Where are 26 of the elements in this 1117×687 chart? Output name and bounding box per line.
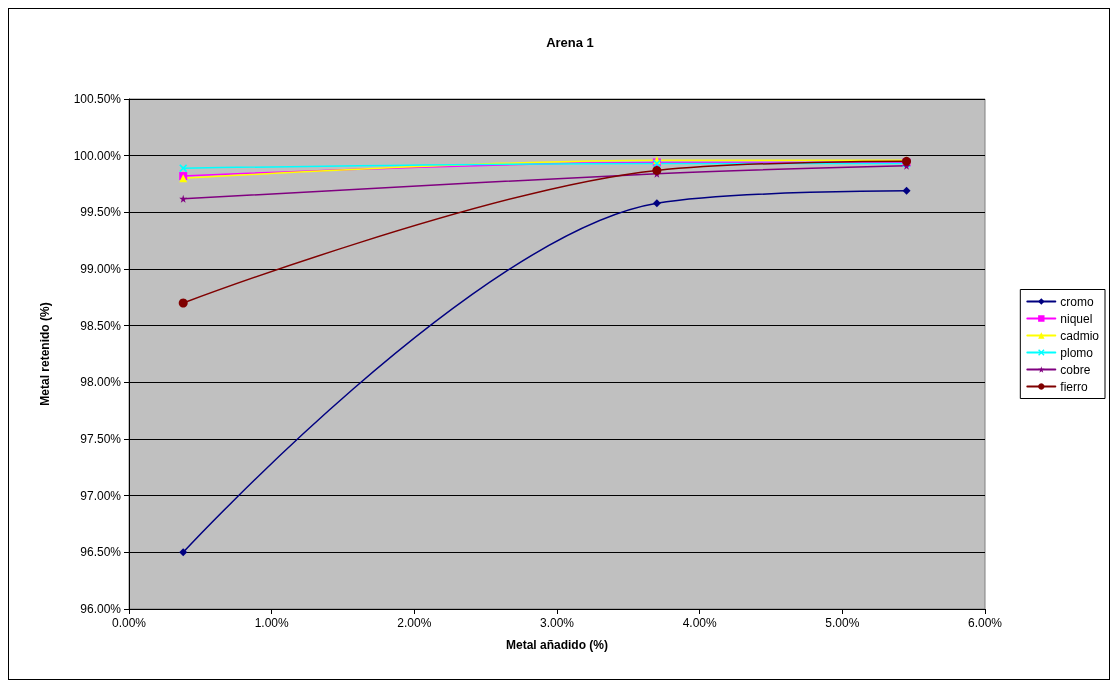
y-tick-label: 96.00%: [80, 602, 122, 616]
y-tick-label: 99.50%: [80, 205, 122, 220]
x-tick-label: 5.00%: [825, 616, 860, 630]
y-tick-label: 100.00%: [73, 148, 122, 163]
y-tick-label: 99.00%: [80, 262, 122, 276]
legend-label: fierro: [1060, 379, 1088, 394]
legend-label: cromo: [1060, 294, 1094, 309]
x-tick-label: 4.00%: [682, 616, 718, 630]
x-tick-label: 0.00%: [111, 616, 147, 630]
y-tick-label: 97.00%: [80, 488, 122, 503]
y-tick-label: 98.50%: [80, 318, 122, 333]
chart-title: Arena 1: [546, 35, 594, 50]
x-axis-title: Metal añadido (%): [505, 638, 609, 652]
y-axis-title: Metal retenido (%): [38, 302, 52, 406]
x-tick-label: 2.00%: [397, 616, 432, 630]
legend-label: plomo: [1060, 345, 1094, 360]
legend-label: cadmio: [1060, 328, 1100, 343]
y-tick-label: 96.50%: [80, 545, 122, 560]
x-tick-label: 6.00%: [967, 616, 1003, 630]
x-tick-label: 1.00%: [254, 616, 290, 630]
y-tick-label: 97.50%: [80, 432, 122, 446]
x-tick-label: 3.00%: [539, 616, 575, 630]
y-tick-label: 98.00%: [80, 375, 122, 390]
legend-label: niquel: [1060, 311, 1093, 326]
legend-label: cobre: [1060, 362, 1091, 377]
y-tick-label: 100.50%: [73, 92, 122, 106]
